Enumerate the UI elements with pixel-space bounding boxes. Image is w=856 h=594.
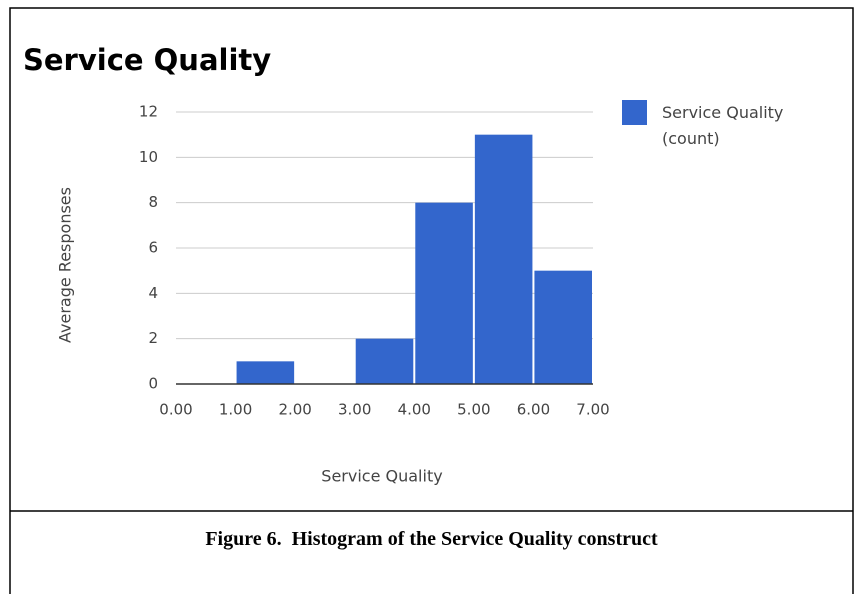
y-tick-label: 4 [148, 284, 158, 302]
x-tick-label: 5.00 [457, 401, 490, 419]
legend-swatch [622, 100, 647, 125]
frame [9, 7, 854, 594]
bar [355, 338, 414, 384]
y-tick-label: 0 [148, 375, 158, 393]
chart-title: Service Quality [23, 43, 271, 77]
bar [415, 202, 473, 384]
x-axis-label: Service Quality [321, 467, 442, 486]
y-axis-label: Average Responses [56, 187, 75, 343]
y-tick-label: 8 [148, 193, 158, 211]
x-tick-label: 6.00 [517, 401, 550, 419]
bar [236, 361, 295, 384]
x-tick-label: 2.00 [278, 401, 311, 419]
legend-label: Service Quality (count) [662, 103, 784, 148]
x-tick-label: 7.00 [576, 401, 609, 419]
bar [474, 134, 533, 384]
caption: Figure 6. Histogram of the Service Quali… [205, 528, 658, 550]
bar [534, 270, 592, 384]
x-tick-label: 3.00 [338, 401, 371, 419]
y-tick-label: 12 [139, 103, 158, 121]
x-tick-label: 0.00 [159, 401, 192, 419]
y-tick-label: 6 [148, 239, 158, 257]
x-tick-label: 1.00 [219, 401, 252, 419]
y-tick-label: 2 [148, 329, 158, 347]
y-tick-label: 10 [139, 148, 158, 166]
x-tick-label: 4.00 [398, 401, 431, 419]
